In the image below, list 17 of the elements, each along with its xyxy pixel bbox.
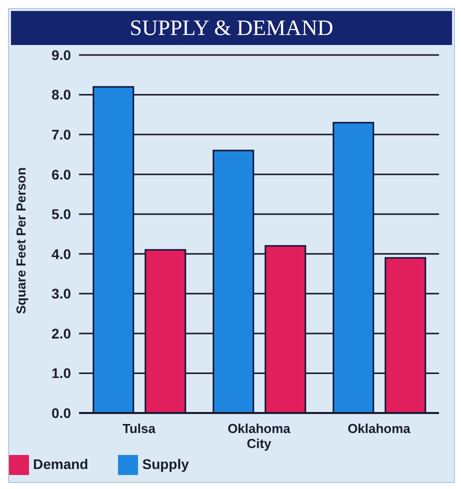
x-tick-label: Oklahoma City (228, 421, 292, 451)
y-tick-label: 6.0 (52, 166, 72, 182)
y-tick-label: 3.0 (52, 286, 72, 302)
chart-title: SUPPLY & DEMAND (11, 11, 452, 45)
y-tick-label: 5.0 (52, 206, 72, 222)
y-tick-label: 7.0 (52, 126, 72, 143)
legend-label: Demand (33, 456, 88, 472)
y-tick-label: 4.0 (52, 246, 72, 262)
y-tick-label: 2.0 (52, 325, 72, 342)
y-tick-label: 1.0 (52, 365, 72, 382)
x-tick-label: Tulsa (122, 421, 156, 436)
x-tick-label: Oklahoma (348, 421, 412, 436)
y-axis-title: Square Feet Per Person (14, 167, 29, 314)
legend-label: Supply (142, 456, 189, 472)
y-tick-label: 9.0 (52, 46, 72, 63)
y-tick-label: 8.0 (52, 86, 72, 103)
y-tick-label: 0.0 (52, 404, 72, 421)
